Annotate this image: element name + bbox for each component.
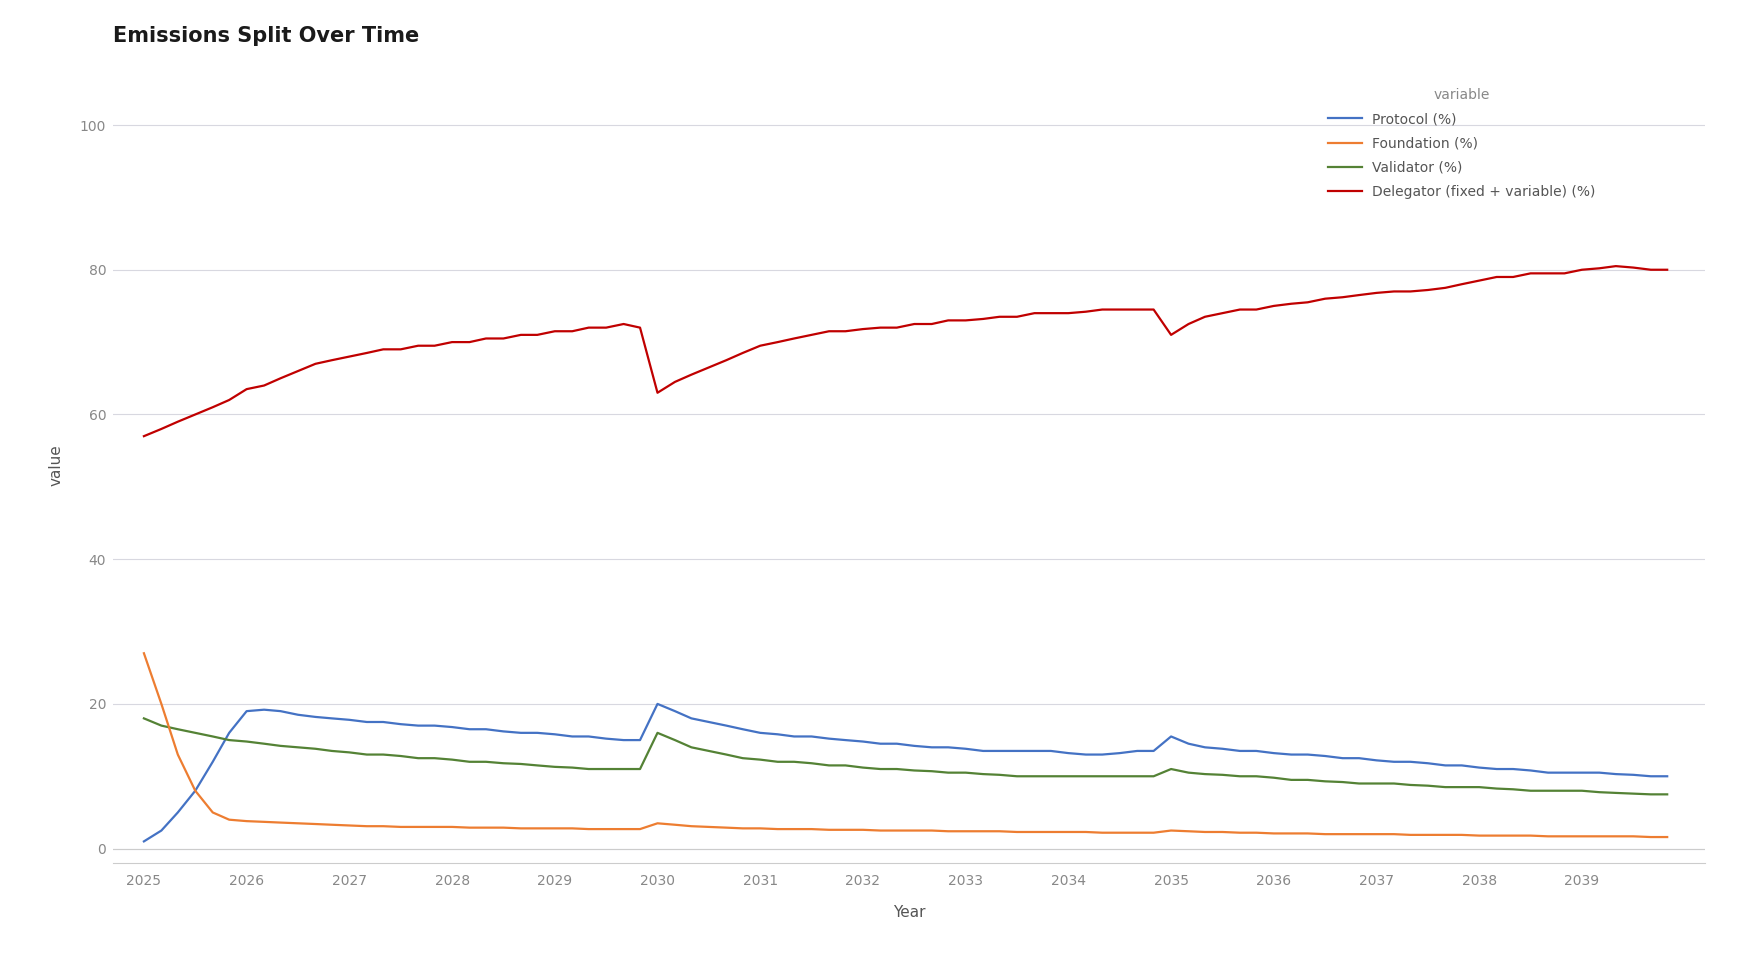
Validator (%) [1435, 782, 1456, 793]
Delegator (fixed + variable) (%) [134, 431, 155, 442]
Protocol (%) [339, 714, 360, 726]
Protocol (%) [647, 698, 668, 710]
Delegator (fixed + variable) (%) [1400, 286, 1421, 297]
Protocol (%) [1656, 770, 1676, 782]
Foundation (%) [1640, 831, 1661, 843]
Line: Validator (%): Validator (%) [144, 718, 1666, 794]
Foundation (%) [1195, 827, 1216, 838]
Delegator (fixed + variable) (%) [1656, 264, 1676, 275]
Validator (%) [1656, 788, 1676, 800]
Foundation (%) [339, 820, 360, 831]
Delegator (fixed + variable) (%) [1195, 311, 1216, 322]
Foundation (%) [1656, 831, 1676, 843]
Validator (%) [339, 747, 360, 759]
Foundation (%) [1435, 830, 1456, 841]
Validator (%) [1588, 786, 1609, 798]
Foundation (%) [1588, 830, 1609, 842]
X-axis label: Year: Year [892, 905, 925, 920]
Foundation (%) [1400, 830, 1421, 841]
Validator (%) [1195, 768, 1216, 780]
Foundation (%) [595, 824, 616, 835]
Delegator (fixed + variable) (%) [339, 351, 360, 363]
Line: Foundation (%): Foundation (%) [144, 653, 1666, 837]
Validator (%) [134, 713, 155, 724]
Validator (%) [1640, 788, 1661, 800]
Legend: Protocol (%), Foundation (%), Validator (%), Delegator (fixed + variable) (%): Protocol (%), Foundation (%), Validator … [1322, 82, 1600, 205]
Protocol (%) [134, 835, 155, 847]
Y-axis label: value: value [49, 444, 63, 486]
Protocol (%) [1212, 743, 1233, 755]
Line: Delegator (fixed + variable) (%): Delegator (fixed + variable) (%) [144, 266, 1666, 436]
Protocol (%) [595, 733, 616, 744]
Text: Emissions Split Over Time: Emissions Split Over Time [113, 26, 419, 46]
Delegator (fixed + variable) (%) [1588, 263, 1609, 274]
Foundation (%) [134, 647, 155, 659]
Validator (%) [1400, 780, 1421, 791]
Delegator (fixed + variable) (%) [1605, 260, 1626, 272]
Line: Protocol (%): Protocol (%) [144, 704, 1666, 841]
Delegator (fixed + variable) (%) [1435, 282, 1456, 293]
Delegator (fixed + variable) (%) [595, 322, 616, 334]
Protocol (%) [1605, 768, 1626, 780]
Protocol (%) [1450, 760, 1471, 771]
Validator (%) [595, 763, 616, 775]
Protocol (%) [1417, 758, 1438, 769]
